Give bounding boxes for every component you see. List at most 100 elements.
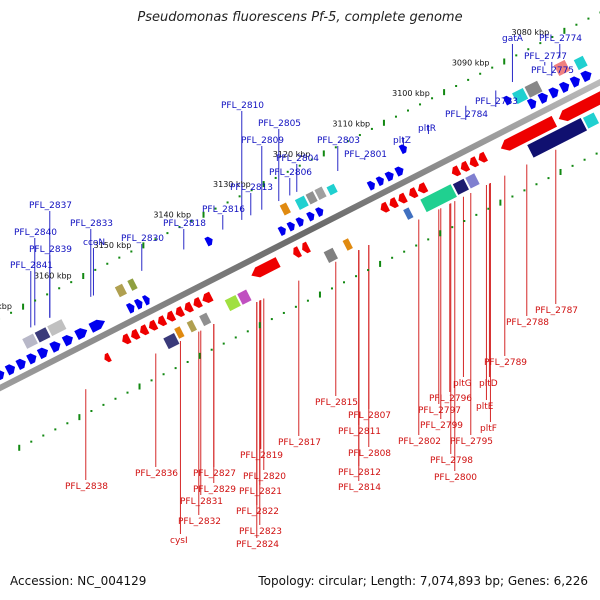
outer-ruler-minor-tick <box>575 23 578 26</box>
inner-ruler-minor-tick <box>270 318 273 321</box>
forward-gene-label: PFL_2818 <box>163 219 206 229</box>
reverse-gene-box <box>237 289 252 305</box>
backbone-band <box>0 78 600 392</box>
outer-ruler-major-tick <box>142 242 145 249</box>
inner-ruler-minor-tick <box>102 403 105 406</box>
reverse-gene-arrow <box>558 91 600 122</box>
outer-ruler-minor-tick <box>58 287 61 290</box>
inner-ruler-minor-tick <box>294 305 297 308</box>
reverse-gene-label: PFL_2814 <box>338 483 381 493</box>
reverse-gene-arrow <box>409 187 419 199</box>
kbp-tick-label: 3170 kbp <box>0 302 12 311</box>
forward-gene-box <box>47 319 67 337</box>
reverse-gene-arrow <box>148 319 159 331</box>
reverse-gene-label: PFL_2811 <box>338 427 381 437</box>
outer-ruler-minor-tick <box>106 262 109 265</box>
reverse-gene-label: pltF <box>480 424 497 434</box>
kbp-tick-rulers <box>0 11 600 451</box>
inner-ruler-major-tick <box>559 168 562 175</box>
forward-gene-arrow <box>526 98 537 110</box>
forward-gene-label: PFL_2816 <box>202 205 245 215</box>
forward-gene-box <box>294 195 309 210</box>
inner-ruler-minor-tick <box>391 256 394 259</box>
reverse-gene-label: PFL_2808 <box>348 449 391 459</box>
reverse-gene-label: PFL_2812 <box>338 468 381 478</box>
reverse-gene-label: PFL_2797 <box>418 406 461 416</box>
outer-ruler-minor-tick <box>118 256 121 259</box>
inner-ruler-minor-tick <box>330 287 333 290</box>
forward-gene-arrow <box>558 81 570 94</box>
forward-gene-label: pltZ <box>393 136 411 146</box>
inner-ruler-minor-tick <box>234 336 237 339</box>
outer-ruler-minor-tick <box>274 176 277 179</box>
reverse-gene-label: PFL_2799 <box>420 421 463 431</box>
forward-gene-label: pltR <box>418 124 436 134</box>
reverse-gene-arrow <box>302 241 311 254</box>
forward-gene-arrow <box>537 92 548 104</box>
outer-ruler-minor-tick <box>431 97 434 100</box>
outer-ruler-minor-tick <box>527 48 530 51</box>
reverse-gene-label: PFL_2819 <box>240 451 283 461</box>
forward-gene-arrow <box>548 87 559 99</box>
reverse-gene-arrow <box>166 310 177 322</box>
reverse-gene-label: PFL_2820 <box>243 472 286 482</box>
reverse-gene-arrow <box>202 291 214 304</box>
inner-ruler-minor-tick <box>415 244 418 247</box>
kbp-tick-label: 3120 kbp <box>273 150 311 159</box>
reverse-gene-arrow <box>418 182 429 194</box>
forward-gene-label: PFL_2837 <box>29 201 72 211</box>
inner-ruler-major-tick <box>138 383 141 390</box>
reverse-gene-arrow <box>380 201 390 213</box>
outer-ruler-minor-tick <box>34 299 37 302</box>
outer-ruler-minor-tick <box>491 66 494 69</box>
reverse-gene-box <box>582 112 600 129</box>
reverse-gene-arrow <box>184 301 194 313</box>
inner-ruler-major-tick <box>379 260 382 267</box>
reverse-gene-arrow <box>460 160 471 172</box>
reverse-gene-label: PFL_2827 <box>193 469 236 479</box>
outer-ruler-minor-tick <box>310 158 313 161</box>
kbp-tick-label: 3080 kbp <box>512 28 550 37</box>
outer-ruler-minor-tick <box>286 170 289 173</box>
forward-gene-label: PFL_2784 <box>445 110 488 120</box>
reverse-gene-box <box>452 178 469 195</box>
forward-gene-box <box>279 202 291 216</box>
forward-gene-arrow <box>15 358 26 370</box>
inner-ruler-major-tick <box>318 291 321 298</box>
reverse-gene-label: PFL_2829 <box>193 485 236 495</box>
reverse-gene-label: PFL_2822 <box>236 507 279 517</box>
forward-gene-arrow <box>394 166 404 177</box>
reverse-gene-label: PFL_2789 <box>484 358 527 368</box>
forward-gene-box <box>553 59 571 77</box>
forward-gene-arrow <box>133 298 143 310</box>
outer-ruler-minor-tick <box>515 54 518 57</box>
forward-gene-label: PFL_2839 <box>29 245 72 255</box>
forward-gene-arrow <box>375 176 384 187</box>
reverse-gene-box <box>342 238 353 251</box>
inner-ruler-minor-tick <box>210 348 213 351</box>
forward-gene-arrow <box>4 364 16 376</box>
forward-gene-label: PFL_2810 <box>221 101 264 111</box>
forward-gene-label: PFL_2783 <box>475 97 518 107</box>
inner-ruler-minor-tick <box>427 238 430 241</box>
forward-gene-box <box>114 283 127 298</box>
inner-ruler-major-tick <box>198 352 201 359</box>
inner-ruler-minor-tick <box>222 342 225 345</box>
forward-gene-box <box>34 327 51 343</box>
inner-ruler-minor-tick <box>66 422 69 425</box>
outer-ruler-minor-tick <box>407 109 410 112</box>
forward-gene-label: PFL_2813 <box>230 183 273 193</box>
gene-features <box>0 55 600 381</box>
reverse-gene-label: PFL_2832 <box>178 517 221 527</box>
outer-ruler-major-tick <box>443 89 446 96</box>
inner-ruler-minor-tick <box>42 434 45 437</box>
forward-gene-arrow <box>569 76 580 88</box>
genome-summary-text: Topology: circular; Length: 7,074,893 bp… <box>258 574 588 588</box>
outer-ruler-major-tick <box>82 273 85 280</box>
forward-gene-label: PFL_2777 <box>524 52 567 62</box>
reverse-gene-label: PFL_2807 <box>348 411 391 421</box>
forward-gene-arrow <box>125 303 135 314</box>
kbp-tick-label: 3130 kbp <box>213 180 251 189</box>
inner-ruler-minor-tick <box>523 189 526 192</box>
